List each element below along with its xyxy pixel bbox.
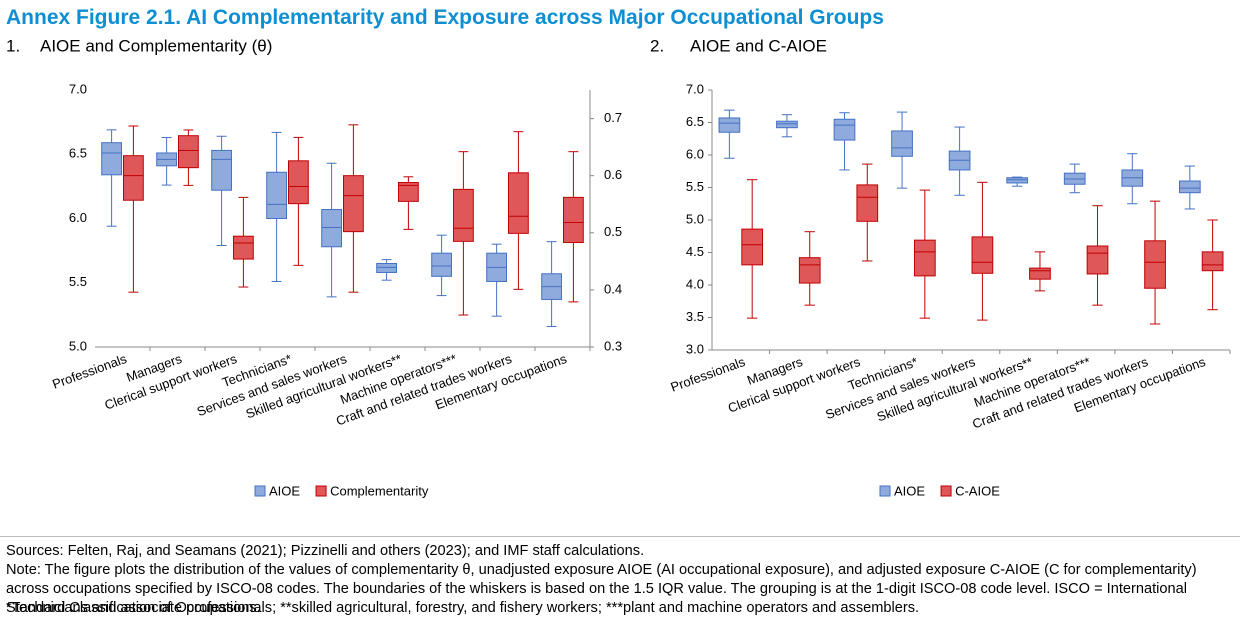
legend-swatch [315, 485, 327, 497]
y-tick-label: 7.0 [686, 81, 704, 96]
panel-number: 2. [650, 36, 664, 55]
note: Note: The figure plots the distribution … [6, 562, 1197, 616]
legend-label: AIOE [269, 483, 300, 498]
y-tick-label: 5.0 [686, 211, 704, 226]
y2-tick-label: 0.7 [604, 110, 622, 125]
box [232, 235, 254, 260]
legend-label: C-AIOE [955, 483, 1000, 498]
legend-label: AIOE [894, 483, 925, 498]
box [507, 172, 529, 234]
box [741, 228, 764, 266]
charts: 1. AIOE and Complementarity (θ) 5.0 5.5 6.0 6… [6, 36, 1231, 498]
y2-tick-label: 0.5 [604, 224, 622, 239]
y-tick-label: 6.5 [69, 146, 87, 161]
y-tick-label: 5.5 [69, 274, 87, 289]
box [891, 130, 913, 157]
box [211, 149, 233, 191]
y2-tick-label: 0.4 [604, 281, 622, 296]
y-tick-label: 6.0 [686, 146, 704, 161]
box [1178, 180, 1201, 194]
y-tick-label: 3.0 [686, 341, 704, 356]
y-tick-label: 5.0 [69, 338, 87, 353]
box [1029, 267, 1051, 280]
y2-tick-label: 0.6 [604, 167, 622, 182]
box [913, 239, 936, 277]
box [1144, 240, 1166, 289]
box [1086, 245, 1109, 275]
box [562, 196, 584, 243]
box [321, 209, 343, 248]
y-tick-label: 4.0 [686, 276, 704, 291]
box [431, 252, 453, 277]
box [266, 171, 288, 220]
box [287, 160, 309, 205]
y-tick-label: 5.5 [686, 179, 704, 194]
figure-title: Annex Figure 2.1. AI Complementarity and… [6, 6, 884, 29]
legend-swatch [940, 485, 952, 497]
y-tick-label: 6.0 [69, 210, 87, 225]
footnote: *Technicians and associate professionals… [6, 600, 920, 616]
legend-swatch [254, 485, 266, 497]
box [101, 142, 123, 176]
box [833, 118, 856, 141]
y2-tick-label: 0.3 [604, 338, 622, 353]
panel-title: AIOE and C-AIOE [690, 36, 827, 55]
y-tick-label: 7.0 [69, 81, 87, 96]
box [776, 120, 798, 129]
box [718, 117, 741, 133]
box [122, 155, 144, 201]
x-tick-label: Professionals [669, 354, 748, 395]
legend-label: Complementarity [330, 483, 429, 498]
box [342, 175, 364, 233]
box [798, 257, 821, 284]
separator [0, 536, 1240, 537]
box [1201, 251, 1224, 272]
box [397, 182, 419, 202]
panel-title: AIOE and Complementarity (θ) [40, 36, 272, 55]
panel-number: 1. [6, 36, 20, 55]
y-tick-label: 3.5 [686, 309, 704, 324]
legend-swatch [879, 485, 891, 497]
sources: Sources: Felten, Raj, and Seamans (2021)… [6, 543, 645, 559]
box [1006, 177, 1029, 184]
box [856, 184, 879, 222]
x-tick-label: Professionals [50, 351, 129, 392]
box [376, 262, 398, 273]
box [452, 188, 474, 242]
y-tick-label: 4.5 [686, 244, 704, 259]
y-tick-label: 6.5 [686, 114, 704, 129]
box [177, 135, 199, 169]
box [971, 236, 994, 274]
